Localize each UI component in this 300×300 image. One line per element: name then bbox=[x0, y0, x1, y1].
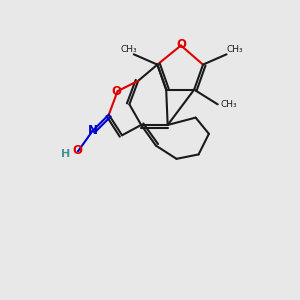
Text: O: O bbox=[73, 144, 83, 157]
Text: H: H bbox=[61, 149, 71, 159]
Text: N: N bbox=[88, 124, 98, 137]
Text: CH₃: CH₃ bbox=[120, 44, 137, 53]
Text: CH₃: CH₃ bbox=[226, 44, 243, 53]
Text: O: O bbox=[176, 38, 186, 51]
Text: CH₃: CH₃ bbox=[220, 100, 237, 109]
Text: O: O bbox=[111, 85, 121, 98]
